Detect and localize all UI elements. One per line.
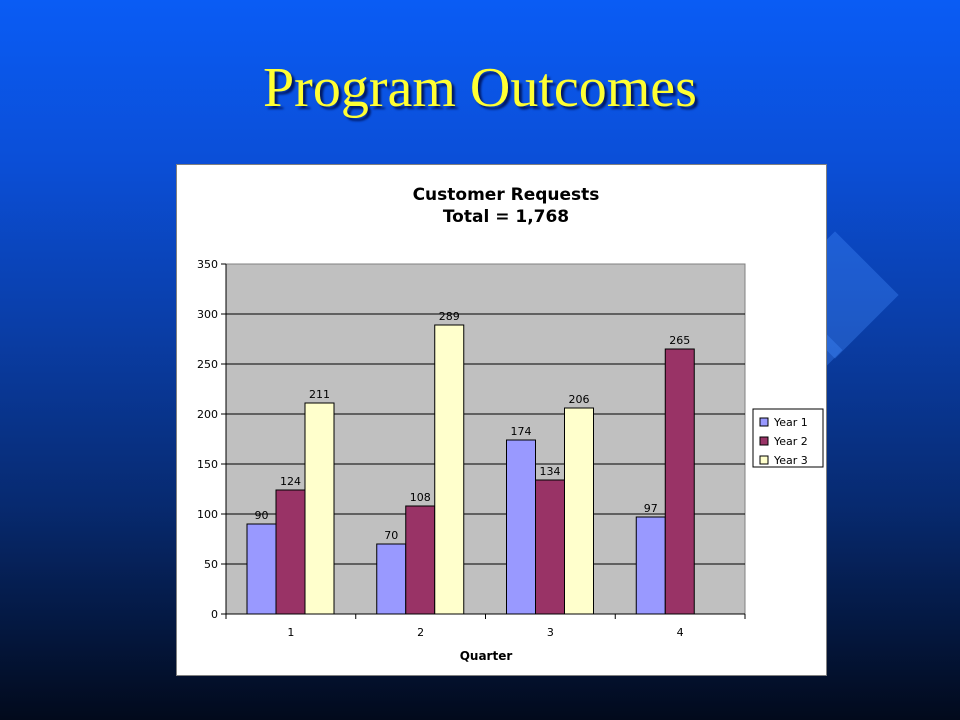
legend-label: Year 2 bbox=[773, 435, 808, 448]
x-tick-label: 3 bbox=[547, 626, 554, 639]
chart-subtitle: Total = 1,768 bbox=[443, 207, 569, 227]
y-tick-label: 250 bbox=[197, 358, 218, 371]
legend-swatch bbox=[759, 436, 769, 446]
y-tick-label: 300 bbox=[197, 308, 218, 321]
bar-chart: Customer Requests Total = 1,768 90 70 174 9… bbox=[197, 185, 824, 663]
chart-title: Customer Requests bbox=[413, 185, 600, 205]
data-label: 174 bbox=[511, 425, 532, 438]
chart-frame: Customer Requests Total = 1,768 90 70 174 9… bbox=[176, 164, 827, 676]
bar bbox=[664, 348, 695, 615]
x-axis-label: Quarter bbox=[460, 649, 513, 663]
bar bbox=[564, 407, 594, 615]
bar bbox=[434, 324, 465, 615]
data-label: 124 bbox=[280, 475, 301, 488]
y-tick-label: 50 bbox=[204, 558, 218, 571]
x-tick-label: 1 bbox=[287, 626, 294, 639]
legend-swatch bbox=[759, 417, 769, 427]
bar bbox=[506, 439, 536, 615]
data-label: 211 bbox=[309, 388, 330, 401]
legend-label: Year 3 bbox=[773, 454, 808, 467]
data-label: 206 bbox=[569, 393, 590, 406]
bar bbox=[535, 479, 565, 615]
legend-label: Year 1 bbox=[773, 416, 808, 429]
bar bbox=[246, 523, 277, 615]
bar bbox=[635, 516, 666, 615]
y-tick-label: 350 bbox=[197, 258, 218, 271]
bar bbox=[376, 543, 407, 615]
data-label: 265 bbox=[669, 334, 690, 347]
x-tick-label: 4 bbox=[677, 626, 684, 639]
bar bbox=[304, 402, 335, 615]
bar bbox=[275, 489, 306, 615]
data-label: 134 bbox=[540, 465, 561, 478]
data-label: 97 bbox=[644, 502, 658, 515]
y-tick-label: 100 bbox=[197, 508, 218, 521]
data-label: 90 bbox=[255, 509, 269, 522]
y-tick-label: 200 bbox=[197, 408, 218, 421]
x-tick-label: 2 bbox=[417, 626, 424, 639]
bar bbox=[405, 505, 436, 615]
slide-title: Program Outcomes bbox=[263, 57, 697, 119]
y-tick-label: 150 bbox=[197, 458, 218, 471]
data-label: 289 bbox=[439, 310, 460, 323]
data-label: 70 bbox=[384, 529, 398, 542]
y-tick-label: 0 bbox=[211, 608, 218, 621]
legend-swatch bbox=[759, 455, 769, 465]
data-label: 108 bbox=[410, 491, 431, 504]
